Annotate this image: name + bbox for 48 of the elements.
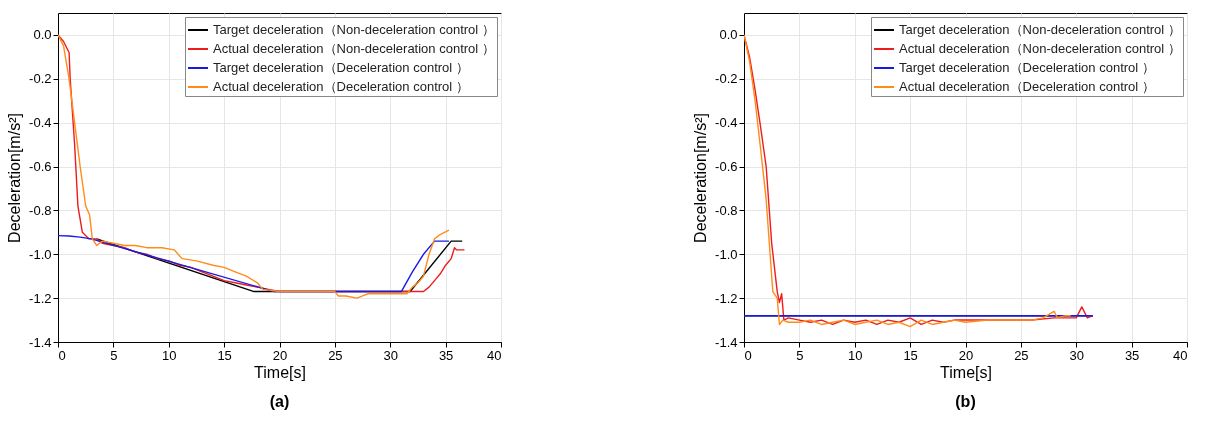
y-tick-label: -1.2: [29, 290, 52, 306]
legend-label: Target deceleration（Non-deceleration control ）: [213, 22, 495, 37]
y-tick-label: 0.0: [33, 27, 52, 43]
legend-label: Actual deceleration（Deceleration control ）: [899, 79, 1155, 94]
legend-label: Actual deceleration（Non-deceleration control ）: [213, 41, 495, 56]
y-tick-label: -1.2: [715, 290, 738, 306]
x-tick-label: 5: [110, 347, 118, 363]
y-axis-title: Deceleration[m/s²]: [6, 113, 24, 243]
legend-label: Actual deceleration（Non-deceleration control ）: [899, 41, 1181, 56]
y-tick-label: -0.8: [715, 202, 738, 218]
y-tick-label: -0.4: [715, 115, 738, 131]
legend-label: Actual deceleration（Deceleration control ）: [213, 79, 469, 94]
x-tick-label: 10: [162, 347, 177, 363]
x-tick-label: 20: [958, 347, 974, 363]
x-axis-title: Time[s]: [254, 363, 306, 381]
y-axis-title: Deceleration[m/s²]: [692, 113, 710, 243]
y-tick-label: -1.4: [715, 334, 738, 350]
y-tick-label: -0.2: [29, 71, 52, 87]
x-tick-label: 25: [1014, 347, 1029, 363]
x-tick-label: 35: [1124, 347, 1140, 363]
y-tick-label: -1.0: [715, 246, 738, 262]
y-tick-label: -0.8: [29, 202, 52, 218]
y-tick-label: -1.4: [29, 334, 52, 350]
x-tick-label: 0: [744, 347, 752, 363]
x-tick-label: 40: [487, 347, 502, 363]
y-tick-label: -0.2: [715, 71, 738, 87]
x-tick-label: 15: [217, 347, 232, 363]
x-tick-label: 20: [272, 347, 288, 363]
x-axis-title: Time[s]: [940, 363, 992, 381]
legend-label: Target deceleration（Deceleration control ）: [213, 60, 469, 75]
y-tick-label: -0.6: [29, 159, 52, 175]
x-tick-label: 25: [328, 347, 343, 363]
x-tick-label: 40: [1173, 347, 1188, 363]
x-tick-label: 30: [383, 347, 398, 363]
x-tick-label: 5: [796, 347, 804, 363]
y-tick-label: -0.4: [29, 115, 52, 131]
legend-label: Target deceleration（Deceleration control ）: [899, 60, 1155, 75]
legend-label: Target deceleration（Non-deceleration control ）: [899, 22, 1181, 37]
x-tick-label: 15: [903, 347, 918, 363]
y-tick-label: -1.0: [29, 246, 52, 262]
text: (a): [269, 393, 290, 410]
x-tick-label: 0: [58, 347, 66, 363]
y-tick-label: -0.6: [715, 159, 738, 175]
x-tick-label: 30: [1069, 347, 1084, 363]
x-tick-label: 35: [438, 347, 454, 363]
text: (b): [955, 393, 976, 410]
x-tick-label: 10: [848, 347, 863, 363]
y-tick-label: 0.0: [719, 27, 738, 43]
